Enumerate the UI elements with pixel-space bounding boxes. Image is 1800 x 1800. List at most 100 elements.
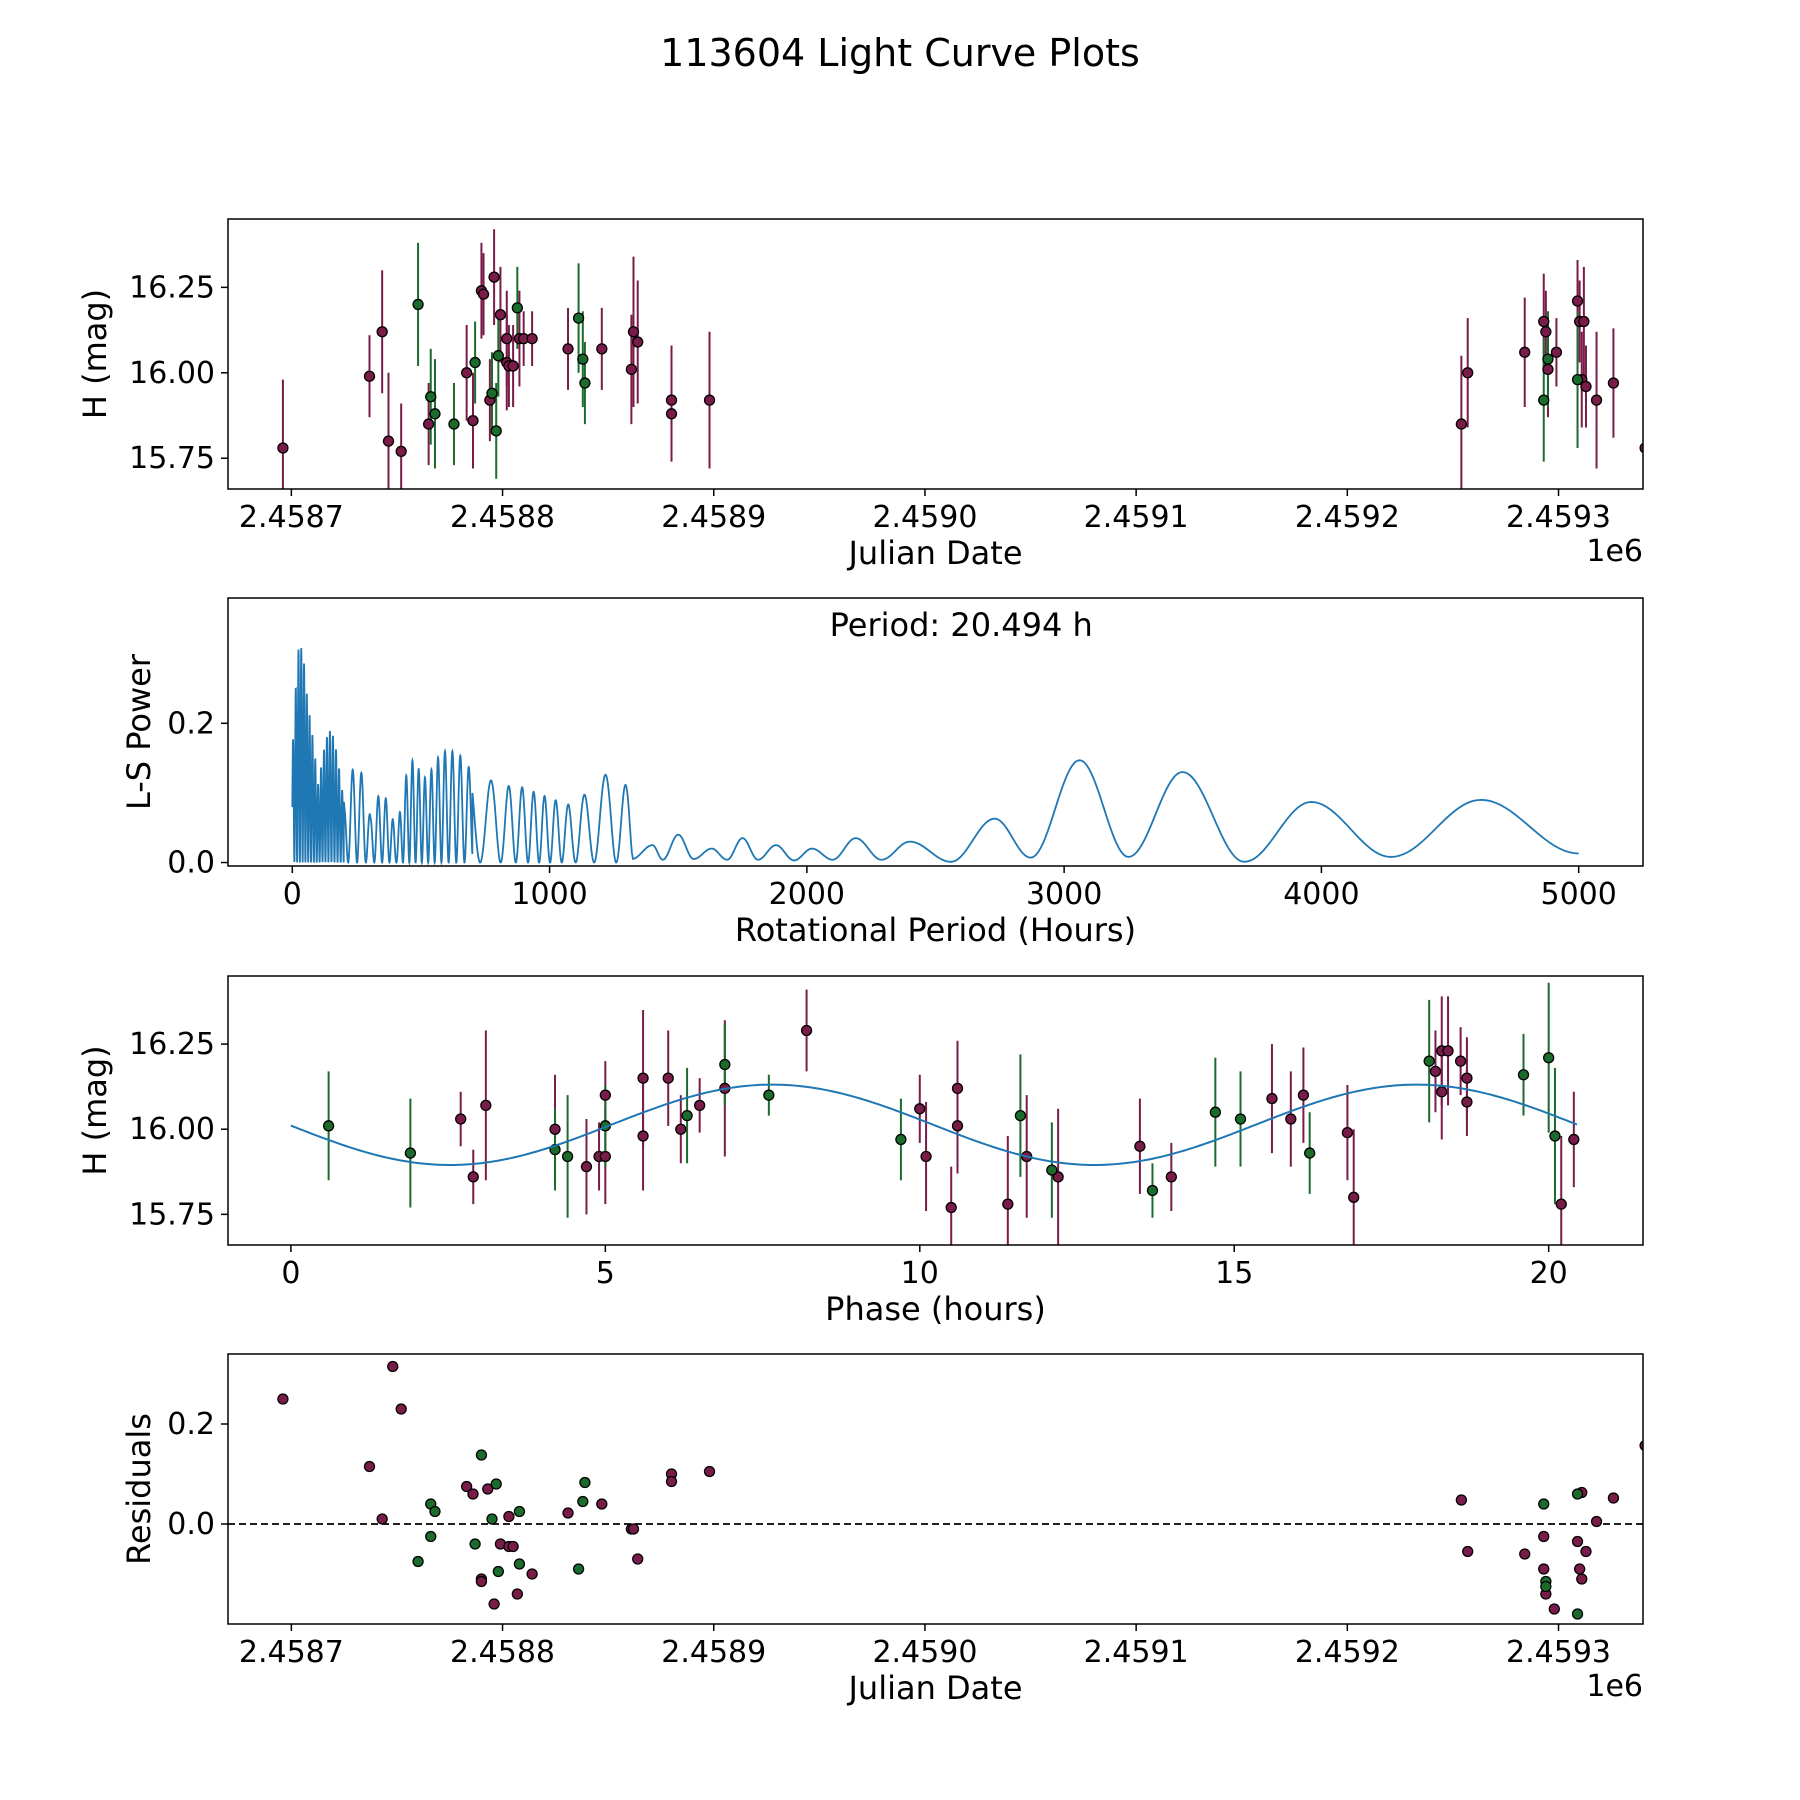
phased-point-filter-a	[1436, 1086, 1448, 1098]
period-annotation: Period: 20.494 h	[830, 606, 1093, 644]
periodogram-power-line	[291, 647, 1579, 867]
phased-point-filter-b	[895, 1133, 907, 1146]
phased-point-filter-a	[951, 1120, 964, 1132]
periodogram-frame	[227, 597, 1644, 867]
phased-point-filter-b	[1423, 1055, 1435, 1067]
periodogram-x-tick-label: 2000	[769, 877, 845, 912]
phased-point-filter-a	[1052, 1171, 1064, 1183]
residuals-y-tick-label: 0.2	[167, 1407, 215, 1442]
lightcurve-point-filter-b	[1542, 353, 1554, 365]
lightcurve-x-tick-label: 2.4588	[450, 500, 555, 535]
lightcurve-point-filter-a	[1542, 363, 1554, 376]
residuals-point-filter-a	[277, 1393, 289, 1405]
lightcurve-x-tick-label: 2.4592	[1295, 500, 1400, 535]
residuals-point-filter-a	[703, 1465, 716, 1478]
phased-marks	[322, 982, 1580, 1245]
residuals-point-filter-a	[475, 1575, 488, 1588]
lightcurve-point-filter-a	[363, 370, 376, 382]
residuals-point-filter-a	[1538, 1530, 1550, 1543]
phased-point-filter-a	[1165, 1171, 1177, 1183]
lightcurve-point-filter-a	[1590, 394, 1603, 406]
lightcurve-x-tick-label: 2.4590	[872, 500, 977, 535]
phased-point-filter-a	[945, 1201, 957, 1214]
phased-point-filter-b	[1046, 1164, 1058, 1176]
lightcurve-point-filter-a	[1540, 326, 1552, 338]
residuals-point-filter-b	[1571, 1608, 1584, 1620]
residuals-point-filter-a	[482, 1483, 494, 1495]
phased-point-filter-a	[1454, 1055, 1467, 1067]
phased-point-filter-a	[1341, 1126, 1354, 1139]
residuals-point-filter-a	[665, 1475, 678, 1488]
residuals-point-filter-b	[1540, 1580, 1552, 1593]
lightcurve-point-filter-a	[395, 445, 407, 458]
phased-point-filter-a	[580, 1161, 593, 1173]
lightcurve-y-tick-label: 16.00	[129, 356, 215, 391]
phased-point-filter-a	[951, 1082, 964, 1095]
lightcurve-point-filter-a	[1571, 295, 1584, 307]
phased-point-filter-b	[1209, 1106, 1222, 1118]
lightcurve-point-filter-a	[1639, 442, 1643, 454]
residuals-point-filter-a	[562, 1507, 574, 1519]
lightcurve-point-filter-a	[627, 326, 640, 338]
residuals-point-filter-b	[412, 1555, 424, 1568]
phased-x-tick-label: 5	[596, 1256, 615, 1291]
periodogram-x-tick-label: 3000	[1026, 877, 1102, 912]
residuals-point-filter-b	[492, 1565, 504, 1578]
phased-point-filter-a	[599, 1150, 611, 1163]
phased-point-filter-a	[914, 1103, 926, 1115]
phased-y-tick-label: 15.75	[129, 1197, 215, 1232]
lightcurve-point-filter-b	[1538, 394, 1550, 406]
lightcurve-point-filter-a	[703, 394, 716, 406]
phased-point-filter-b	[1304, 1147, 1316, 1159]
residuals-point-filter-a	[503, 1510, 515, 1523]
phased-point-filter-a	[1429, 1065, 1442, 1077]
lightcurve-point-filter-b	[469, 356, 481, 369]
phased-point-filter-a	[467, 1171, 479, 1183]
residuals-point-filter-a	[1590, 1515, 1603, 1528]
residuals-point-filter-a	[1571, 1535, 1584, 1548]
residuals-point-filter-a	[395, 1403, 407, 1415]
lightcurve-point-filter-a	[665, 408, 678, 420]
lightcurve-point-filter-b	[490, 425, 502, 437]
lightcurve-point-filter-b	[511, 302, 523, 314]
residuals-point-filter-a	[363, 1460, 376, 1473]
residuals-x-tick-label: 2.4590	[872, 1635, 977, 1670]
lightcurve-point-filter-a	[1462, 367, 1474, 379]
phased-y-axis-label: H (mag)	[76, 1045, 114, 1175]
lightcurve-point-filter-a	[1538, 315, 1550, 328]
periodogram-y-tick-label: 0.0	[167, 846, 215, 881]
residuals-point-filter-a	[1573, 1563, 1586, 1575]
lightcurve-point-filter-a	[376, 326, 388, 338]
residuals-x-tick-label: 2.4592	[1295, 1635, 1400, 1670]
periodogram-x-tick-label: 0	[283, 877, 302, 912]
residuals-x-tick-label: 2.4591	[1084, 1635, 1189, 1670]
residuals-point-filter-b	[513, 1505, 526, 1518]
phased-point-filter-a	[549, 1123, 561, 1135]
phased-point-filter-b	[1543, 1052, 1555, 1064]
residuals-point-filter-a	[1519, 1548, 1531, 1560]
periodogram-x-tick-label: 1000	[511, 877, 587, 912]
phased-point-filter-b	[404, 1147, 417, 1159]
lightcurve-point-filter-b	[448, 418, 460, 430]
lightcurve-x-tick-label: 2.4587	[239, 500, 344, 535]
lightcurve-point-filter-a	[1455, 418, 1468, 430]
phased-x-axis-label: Phase (hours)	[825, 1290, 1046, 1328]
phased-point-filter-b	[1517, 1069, 1530, 1081]
lightcurve-point-filter-a	[277, 442, 289, 454]
residuals-y-axis-label: Residuals	[120, 1413, 158, 1565]
lightcurve-marks	[277, 229, 1643, 489]
residuals-point-filter-a	[1580, 1545, 1592, 1558]
residuals-point-filter-a	[1455, 1494, 1468, 1506]
phased-panel: 0 5 10 15 20 15.75 16.00 16.25 Phase (hours) H (m…	[76, 975, 1644, 1328]
lightcurve-point-filter-a	[1550, 346, 1563, 358]
lightcurve-x-tick-label: 2.4589	[661, 500, 766, 535]
phased-point-filter-a	[800, 1024, 813, 1037]
periodogram-y-tick-label: 0.2	[167, 706, 215, 741]
periodogram-x-tick-label: 5000	[1541, 877, 1617, 912]
residuals-point-filter-a	[596, 1498, 608, 1510]
lightcurve-x-axis-label: Julian Date	[846, 534, 1022, 572]
lightcurve-point-filter-a	[501, 332, 513, 345]
phased-y-tick-label: 16.25	[129, 1027, 215, 1062]
residuals-point-filter-a	[387, 1360, 399, 1373]
phased-point-filter-b	[1146, 1184, 1159, 1197]
